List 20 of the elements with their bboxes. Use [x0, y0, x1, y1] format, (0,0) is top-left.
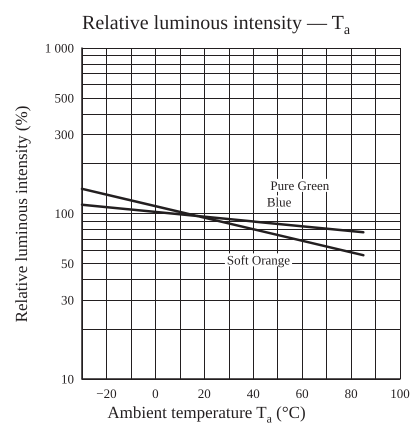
- annotation: Blue: [266, 194, 292, 210]
- x-axis-title: Ambient temperature T$_{a}$ (°C): [106, 403, 307, 426]
- x-tick-label: 80: [344, 386, 358, 401]
- y-tick-label: 50: [61, 256, 74, 271]
- annotation: Soft Orange: [226, 252, 290, 268]
- x-tick-label: 100: [390, 386, 410, 401]
- y-tick-label: 300: [54, 127, 74, 142]
- x-tick-label: −20: [96, 386, 117, 401]
- y-tick-label: 30: [61, 292, 74, 308]
- y-axis-title: Relative luminous intensity (%): [12, 106, 32, 322]
- y-tick-label: 10: [61, 372, 74, 386]
- x-tick-label: 0: [152, 386, 159, 401]
- chart-title: Relative luminous intensity — T$_{a}$: [82, 12, 350, 39]
- x-tick-label: 40: [246, 386, 260, 401]
- x-tick-label: 20: [198, 386, 211, 401]
- y-tick-label: 100: [54, 206, 74, 221]
- y-tick-label: 1 000: [44, 40, 74, 56]
- y-tick-label: 500: [54, 90, 74, 106]
- annotation: Pure Green: [270, 178, 330, 193]
- x-tick-label: 60: [296, 386, 309, 401]
